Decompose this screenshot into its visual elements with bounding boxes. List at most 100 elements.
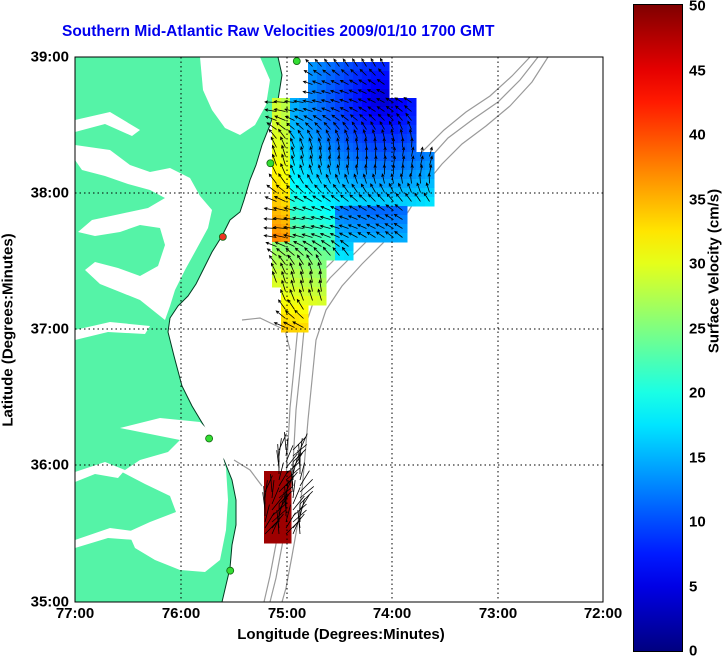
velocity-cell [371,170,381,180]
velocity-cell [362,80,372,90]
velocity-cell [353,224,363,234]
velocity-cell [317,296,327,306]
velocity-cell [273,525,283,535]
velocity-cell [290,260,300,270]
velocity-cell [299,143,309,153]
x-tick-label: 74:00 [373,605,411,622]
velocity-cell [272,197,282,207]
velocity-cell [272,206,282,216]
velocity-cell [317,269,327,279]
velocity-cell [380,89,390,99]
velocity-cell [371,125,381,135]
velocity-cell [308,98,318,108]
velocity-cell [290,98,300,108]
colorbar-label: Surface Velocity (cm/s) [706,189,723,353]
velocity-cell [281,107,291,117]
velocity-cell [380,80,390,90]
velocity-cell [371,206,381,216]
velocity-cell [317,89,327,99]
colorbar-tick: 45 [689,63,706,80]
velocity-cell [380,233,390,243]
velocity-cell [317,278,327,288]
x-tick-label: 75:00 [268,605,306,622]
velocity-cell [317,143,327,153]
x-tick-label: 72:00 [584,605,622,622]
y-tick-label: 35:00 [31,594,69,611]
velocity-cell [389,125,399,135]
velocity-cell [326,80,336,90]
velocity-cell [353,98,363,108]
colorbar-tick: 35 [689,192,706,209]
velocity-cell [326,170,336,180]
velocity-cell [371,134,381,144]
velocity-cell [344,116,354,126]
y-tick-label: 39:00 [31,49,69,66]
y-axis-label: Latitude (Degrees:Minutes) [0,233,17,426]
velocity-cell [317,287,327,297]
velocity-cell [344,89,354,99]
velocity-cell [326,143,336,153]
velocity-cell [290,269,300,279]
velocity-cell [317,197,327,207]
velocity-cell [299,152,309,162]
velocity-cell [389,233,399,243]
velocity-cell [398,215,408,225]
x-axis-label: Longitude (Degrees:Minutes) [237,626,445,643]
green-circle-icon [227,567,234,574]
velocity-cell [344,242,354,252]
velocity-cell [425,152,435,162]
velocity-cell [344,125,354,135]
velocity-cell [407,98,417,108]
velocity-cell [335,197,345,207]
velocity-cell [308,152,318,162]
velocity-cell [371,80,381,90]
colorbar-tick: 50 [689,0,706,15]
velocity-cell [380,206,390,216]
velocity-cell [389,179,399,189]
y-tick-label: 38:00 [31,185,69,202]
velocity-cell [371,233,381,243]
velocity-cell [299,98,309,108]
velocity-cell [272,224,282,234]
velocity-cell [317,179,327,189]
velocity-cell [273,480,283,490]
velocity-cell [317,242,327,252]
velocity-cell [317,152,327,162]
velocity-cell [290,287,300,297]
velocity-cell [317,80,327,90]
colorbar [633,4,683,652]
velocity-cell [344,251,354,261]
velocity-cell [281,179,291,189]
velocity-cell [362,98,372,108]
velocity-cell [299,224,309,234]
x-tick-label: 76:00 [162,605,200,622]
velocity-cell [281,161,291,171]
velocity-cell [326,107,336,117]
velocity-cell [272,278,282,288]
velocity-cell [407,116,417,126]
velocity-cell [290,107,300,117]
red-circle-icon [219,233,226,240]
y-tick-label: 36:00 [31,457,69,474]
velocity-cell [326,197,336,207]
velocity-cell [335,152,345,162]
velocity-cell [281,305,291,315]
velocity-cell [299,215,309,225]
velocity-cell [326,161,336,171]
velocity-cell [398,233,408,243]
velocity-cell [326,152,336,162]
velocity-cell [407,197,417,207]
velocity-cell [290,215,300,225]
velocity-cell [398,224,408,234]
velocity-cell [380,125,390,135]
velocity-cell [290,224,300,234]
velocity-cell [416,197,426,207]
velocity-cell [272,233,282,243]
colorbar-tick: 30 [689,256,706,273]
velocity-cell [290,278,300,288]
velocity-cell [335,161,345,171]
velocity-cell [398,125,408,135]
green-circle-icon [293,58,300,65]
velocity-cell [308,89,318,99]
